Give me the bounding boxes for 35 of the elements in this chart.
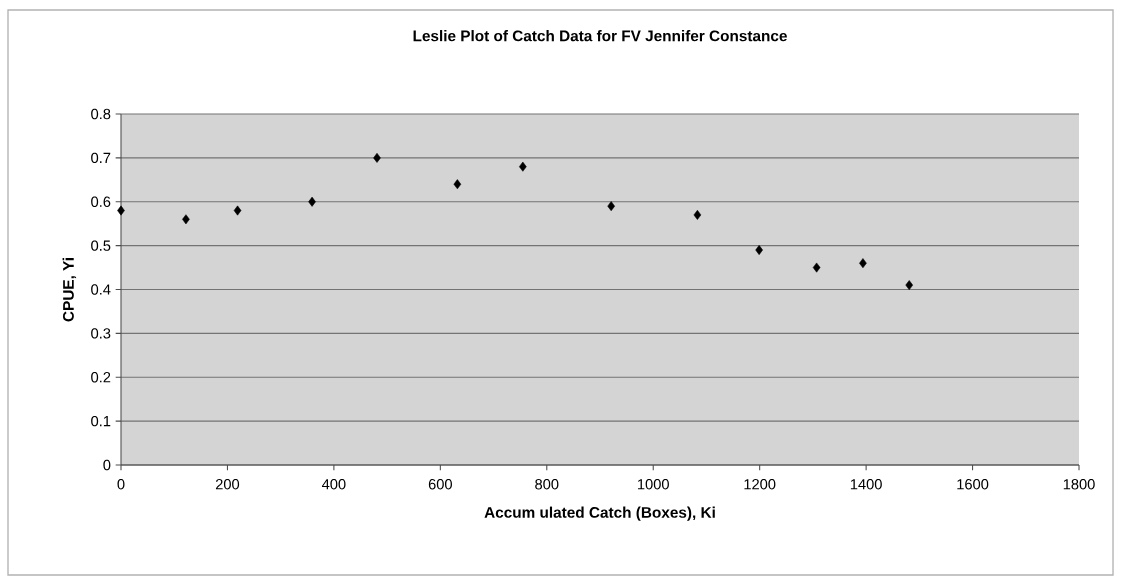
y-tick-label: 0.6: [91, 196, 111, 207]
point: [519, 161, 527, 172]
x-tick-label: 1200: [744, 479, 776, 490]
point: [607, 201, 615, 212]
x-tick-label: 1600: [957, 479, 989, 490]
point: [812, 262, 821, 273]
y-tick-label: 0.5: [91, 240, 111, 251]
x-tick-label: 1800: [1063, 479, 1095, 490]
point: [373, 152, 381, 163]
point: [117, 205, 125, 216]
x-tick-label: 200: [215, 479, 240, 490]
y-tick-label: 0: [103, 459, 111, 471]
x-axis-title: Accum ulated Catch (Boxes), Ki: [484, 506, 715, 521]
x-tick-label: 0: [117, 479, 125, 490]
x-tick-label: 600: [428, 479, 452, 490]
chart-title: Leslie Plot of Catch Data for FV Jennifer Constance: [413, 30, 787, 42]
x-tick-label: 400: [321, 479, 346, 490]
point: [859, 258, 867, 269]
point: [905, 280, 913, 291]
y-tick-label: 0.3: [91, 328, 111, 339]
y-tick-label: 0.1: [91, 415, 111, 427]
y-tick-label: 0.4: [91, 284, 111, 295]
y-tick-label: 0.8: [91, 108, 111, 120]
point: [308, 196, 316, 207]
point: [693, 209, 702, 220]
x-tick-label: 1400: [850, 479, 882, 490]
y-axis-title: CPUE, Yi: [62, 258, 77, 322]
point: [755, 245, 763, 255]
point: [182, 214, 190, 225]
point: [453, 179, 462, 190]
x-tick-label: 1000: [638, 479, 669, 490]
y-tick-label: 0.7: [91, 152, 111, 164]
x-tick-label: 800: [535, 479, 559, 490]
point: [233, 205, 242, 216]
y-tick-label: 0.2: [91, 372, 111, 383]
